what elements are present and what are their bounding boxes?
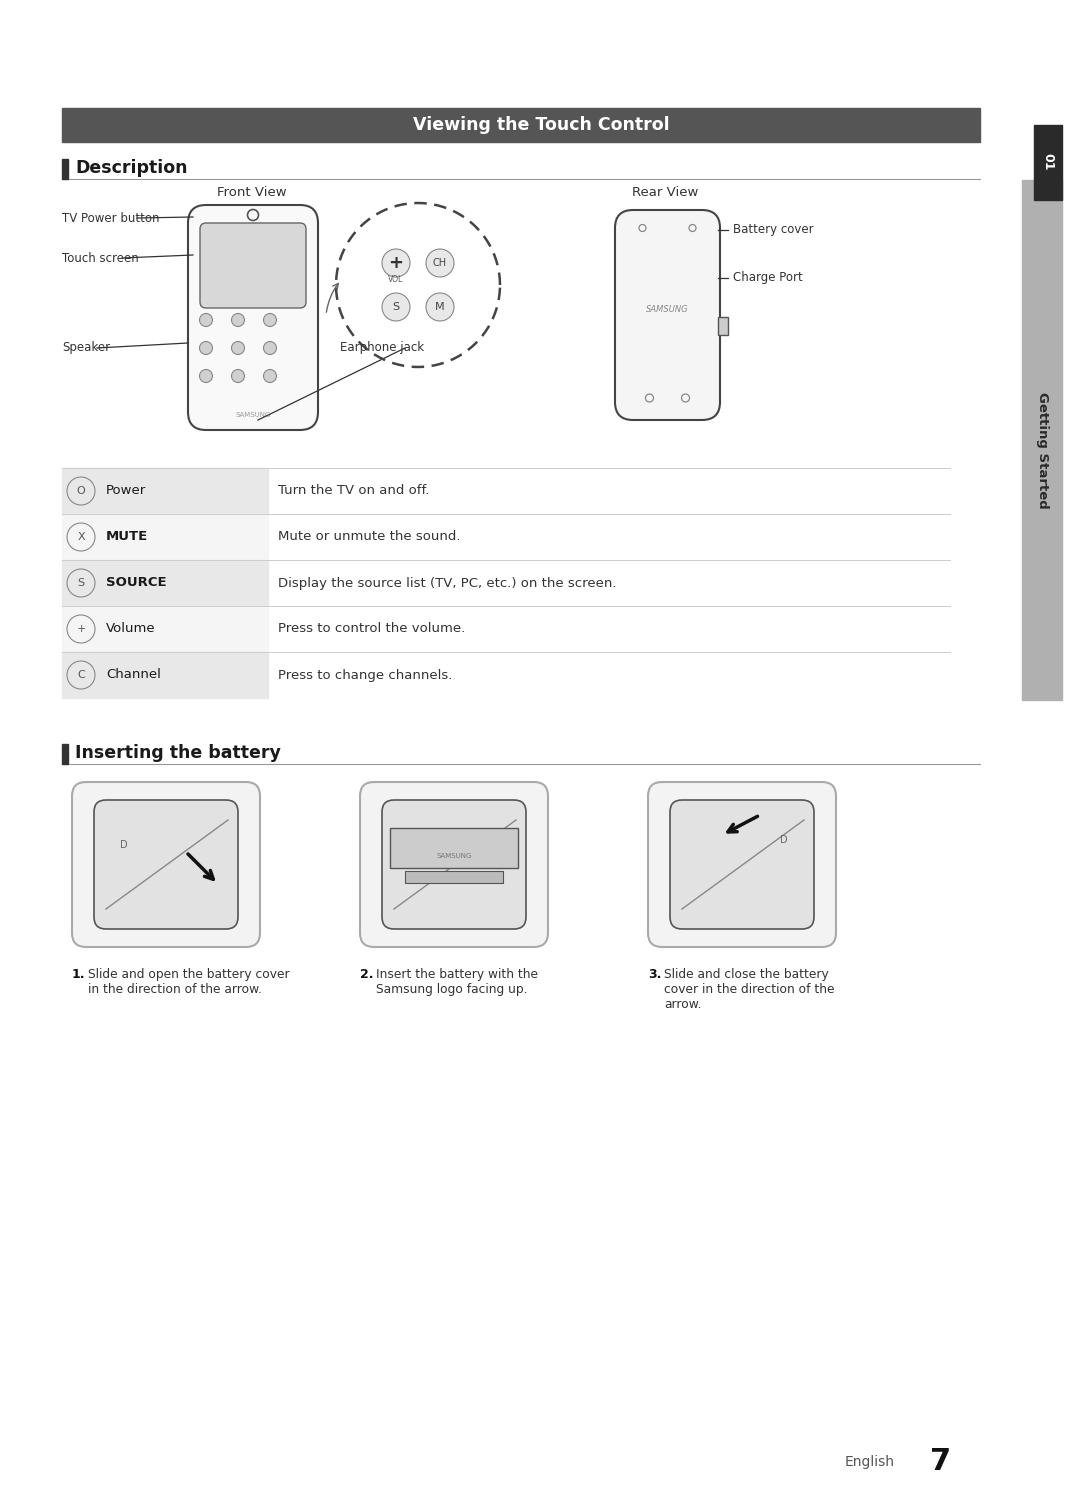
Text: 2.: 2. <box>360 968 374 982</box>
Bar <box>62 158 68 179</box>
Bar <box>62 607 268 651</box>
Text: Channel: Channel <box>106 668 161 681</box>
FancyBboxPatch shape <box>72 781 260 947</box>
Circle shape <box>67 569 95 598</box>
Bar <box>62 560 268 607</box>
Text: X: X <box>77 532 85 542</box>
Text: SAMSUNG: SAMSUNG <box>235 412 271 418</box>
Circle shape <box>200 369 213 382</box>
Text: MUTE: MUTE <box>106 530 148 544</box>
Bar <box>405 871 503 883</box>
FancyBboxPatch shape <box>670 799 814 929</box>
Text: 3.: 3. <box>648 968 661 982</box>
Circle shape <box>382 293 410 321</box>
Text: Charge Port: Charge Port <box>733 272 802 284</box>
Circle shape <box>67 660 95 689</box>
Text: Getting Started: Getting Started <box>1036 391 1049 508</box>
FancyBboxPatch shape <box>188 205 318 430</box>
Text: Press to change channels.: Press to change channels. <box>278 668 453 681</box>
Text: Touch screen: Touch screen <box>62 251 138 264</box>
Circle shape <box>264 342 276 354</box>
Text: Turn the TV on and off.: Turn the TV on and off. <box>278 484 430 498</box>
Circle shape <box>231 369 244 382</box>
Text: Front View: Front View <box>217 185 287 199</box>
Bar <box>62 514 268 560</box>
Text: English: English <box>845 1455 895 1469</box>
Text: +: + <box>77 624 85 633</box>
Text: 1.: 1. <box>72 968 85 982</box>
FancyBboxPatch shape <box>94 799 238 929</box>
Text: Speaker: Speaker <box>62 342 110 354</box>
Bar <box>1034 125 1062 200</box>
Text: SAMSUNG: SAMSUNG <box>646 305 689 315</box>
Circle shape <box>200 314 213 327</box>
Text: SAMSUNG: SAMSUNG <box>436 853 472 859</box>
Text: 01: 01 <box>1041 154 1054 170</box>
Circle shape <box>67 477 95 505</box>
Bar <box>718 317 728 335</box>
Text: TV Power button: TV Power button <box>62 212 160 224</box>
Circle shape <box>200 342 213 354</box>
Text: Viewing the Touch Control: Viewing the Touch Control <box>413 117 670 134</box>
Text: Mute or unmute the sound.: Mute or unmute the sound. <box>278 530 460 544</box>
Text: M: M <box>435 302 445 312</box>
Circle shape <box>264 369 276 382</box>
Circle shape <box>231 342 244 354</box>
Text: VOL: VOL <box>389 275 404 284</box>
Bar <box>62 108 980 142</box>
Text: +: + <box>389 254 404 272</box>
Text: Volume: Volume <box>106 623 156 635</box>
Circle shape <box>67 523 95 551</box>
Text: Description: Description <box>75 158 188 176</box>
Text: Power: Power <box>106 484 146 498</box>
Circle shape <box>426 293 454 321</box>
Text: Earphone jack: Earphone jack <box>340 342 424 354</box>
Circle shape <box>231 314 244 327</box>
Bar <box>62 468 268 514</box>
Text: Slide and open the battery cover
in the direction of the arrow.: Slide and open the battery cover in the … <box>87 968 289 996</box>
Circle shape <box>67 616 95 642</box>
Text: Display the source list (TV, PC, etc.) on the screen.: Display the source list (TV, PC, etc.) o… <box>278 577 617 590</box>
FancyBboxPatch shape <box>360 781 548 947</box>
Text: Rear View: Rear View <box>632 185 698 199</box>
Circle shape <box>264 314 276 327</box>
Bar <box>62 744 68 763</box>
Text: Inserting the battery: Inserting the battery <box>75 744 281 762</box>
Text: Slide and close the battery
cover in the direction of the
arrow.: Slide and close the battery cover in the… <box>664 968 835 1011</box>
Circle shape <box>426 249 454 276</box>
Text: O: O <box>77 486 85 496</box>
FancyBboxPatch shape <box>200 223 306 308</box>
Text: S: S <box>78 578 84 589</box>
Text: Press to control the volume.: Press to control the volume. <box>278 623 465 635</box>
FancyBboxPatch shape <box>382 799 526 929</box>
Text: Battery cover: Battery cover <box>733 224 813 236</box>
Bar <box>390 828 518 868</box>
Text: D: D <box>120 840 127 850</box>
Text: S: S <box>392 302 400 312</box>
Text: SOURCE: SOURCE <box>106 577 166 590</box>
FancyBboxPatch shape <box>648 781 836 947</box>
Bar <box>1022 179 1062 701</box>
Text: CH: CH <box>433 258 447 267</box>
FancyBboxPatch shape <box>615 211 720 420</box>
Text: D: D <box>780 835 787 846</box>
Text: 7: 7 <box>930 1448 951 1476</box>
Bar <box>62 651 268 698</box>
Text: C: C <box>77 669 85 680</box>
Text: Insert the battery with the
Samsung logo facing up.: Insert the battery with the Samsung logo… <box>376 968 538 996</box>
Circle shape <box>382 249 410 276</box>
